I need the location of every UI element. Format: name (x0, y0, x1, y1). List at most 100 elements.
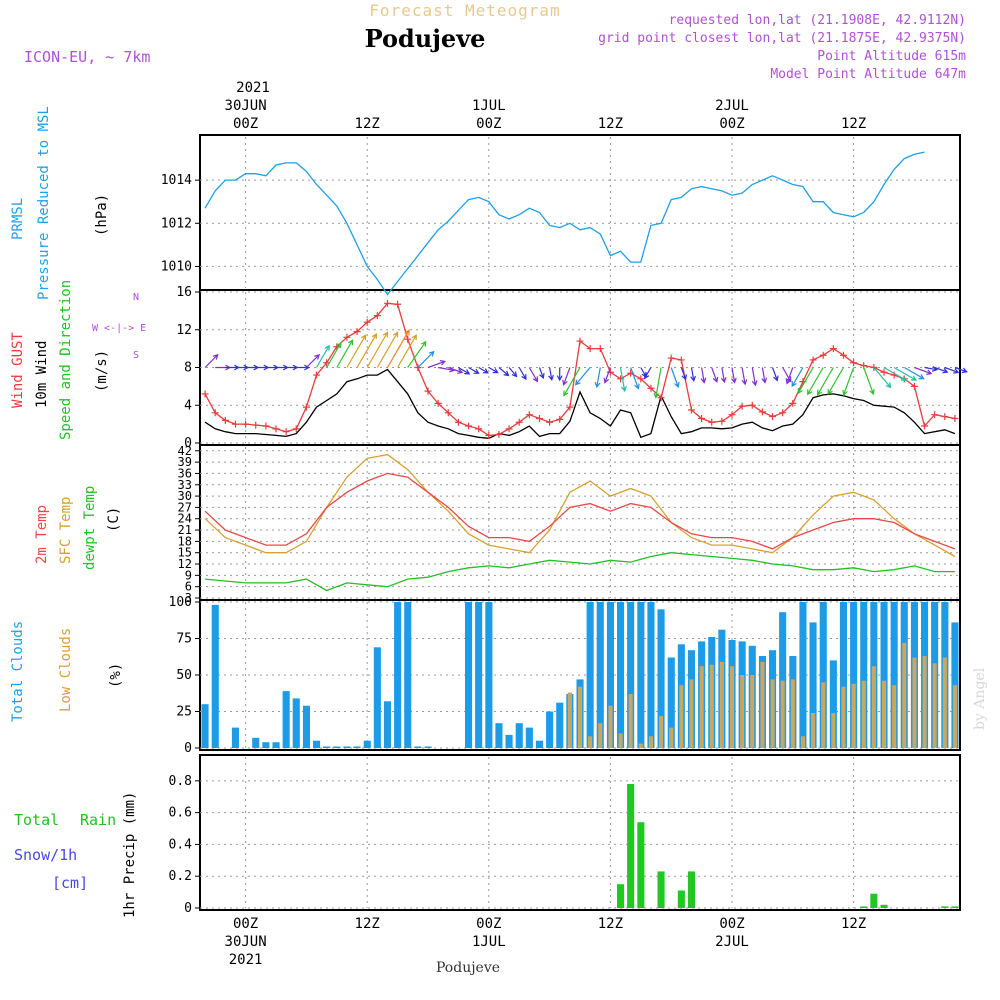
low-clouds-bar (871, 666, 876, 748)
top-axis-hour: 12Z (598, 116, 623, 132)
low-clouds-bar (790, 679, 795, 748)
ytick-label-wind: 4 (184, 398, 192, 413)
wind-arrow (488, 366, 499, 374)
precip-bar (617, 884, 625, 908)
ytick-label-temp: 30 (178, 489, 192, 503)
wind-gust-point (789, 399, 797, 407)
wind-arrow (407, 340, 427, 368)
wind-gust-point (596, 345, 604, 353)
total-clouds-bar (799, 602, 807, 748)
wind-gust-point (769, 413, 777, 421)
low-clouds-bar (760, 661, 765, 748)
wind-gust-point (535, 414, 543, 422)
wind-arrow (336, 339, 354, 368)
wind-arrow (458, 366, 471, 375)
low-clouds-bar (902, 642, 907, 748)
low-clouds-bar (952, 685, 957, 748)
low-clouds-bar (659, 715, 664, 748)
wind-arrow (594, 367, 601, 389)
low-clouds-bar (912, 657, 917, 748)
wind-gust-point (252, 421, 260, 429)
wind-gust-point (292, 425, 300, 433)
low-clouds-bar (861, 680, 866, 748)
low-clouds-bar (811, 713, 816, 748)
precip-total-label: Total (14, 811, 59, 829)
bottom-axis-date: 2JUL (715, 934, 749, 950)
ytick-label-temp: 3 (185, 591, 192, 605)
temp-dew-label: dewpt Temp (82, 486, 98, 570)
low-clouds-bar (608, 705, 613, 748)
low-clouds-bar (730, 666, 735, 748)
wind-gust-point (576, 337, 584, 345)
wind-arrow (883, 366, 908, 381)
wind-gust-point (586, 345, 594, 353)
total-clouds-bar (495, 723, 503, 748)
low-clouds-bar (851, 683, 856, 748)
precip-bar (677, 890, 685, 908)
wind-arrow (326, 341, 342, 368)
wind-arrow (448, 366, 464, 374)
ytick-label-precip: 0.6 (169, 806, 192, 821)
wind-gust-point (424, 387, 432, 395)
total-clouds-bar (850, 602, 858, 748)
wind-gust-point (850, 359, 858, 367)
ytick-label-wind: 8 (184, 361, 192, 376)
wind-gust-point (758, 408, 766, 416)
low-clouds-bar (892, 685, 897, 748)
precip-bar (870, 893, 878, 908)
wind-arrow (711, 367, 719, 383)
precip-cm-label: [cm] (52, 874, 88, 892)
total-clouds-bar (373, 647, 381, 748)
credit-watermark: by Angel (972, 667, 988, 730)
low-clouds-bar (770, 679, 775, 748)
total-clouds-bar (637, 602, 645, 748)
top-axis-date: 2JUL (715, 98, 749, 114)
precip-labels: Total Rain Snow/1h [cm] 1hr Precip (mm) (14, 792, 138, 918)
ytick-label-precip: 0 (184, 901, 192, 916)
bottom-time-axis: 00Z 30JUN 2021 12Z 00Z 1JUL 12Z 00Z 2JUL 12Z (225, 916, 867, 968)
total-clouds-bar (627, 602, 635, 748)
wind-arrow (700, 367, 707, 384)
top-time-axis: 2021 30JUN 00Z 12Z 1JUL 00Z 12Z 2JUL 00Z 12Z (225, 80, 867, 132)
wind-gust-point (353, 328, 361, 336)
wind-arrow (863, 367, 875, 396)
wind-gust-point (687, 406, 695, 414)
wind-gust-point (880, 368, 888, 376)
total-clouds-bar (535, 740, 543, 748)
model-label: ICON-EU, ~ 7km (24, 48, 150, 66)
wind-arrow (286, 364, 299, 371)
top-axis-hour: 00Z (476, 116, 501, 132)
wind-gust-point (272, 425, 280, 433)
precip-bar (860, 906, 868, 908)
wind-arrow (603, 367, 611, 384)
bottom-axis-hour: 00Z (233, 916, 258, 932)
wind-arrow (468, 366, 480, 374)
wind-speed-line (204, 368, 956, 439)
low-clouds-bar (628, 694, 633, 748)
precip-bar (637, 822, 645, 908)
low-clouds-bar (578, 686, 583, 748)
wind-arrow (954, 366, 968, 374)
top-axis-year: 2021 (236, 80, 270, 96)
ytick-label-temp: 33 (178, 478, 192, 492)
ytick-label-clouds: 25 (176, 705, 192, 720)
total-clouds-bar (262, 742, 270, 748)
wind-arrow (574, 367, 591, 386)
total-clouds-bar (404, 602, 412, 748)
wind-gust-point (819, 351, 827, 359)
wind-arrow (376, 331, 399, 368)
wind-arrow (914, 366, 933, 375)
requested-coords: requested lon,lat (21.1908E, 42.9112N) (669, 13, 966, 28)
wind-gust-point (454, 418, 462, 426)
pressure-labels: PRMSL Pressure Reduced to MSL (hPa) (10, 106, 110, 300)
ytick-label-wind: 12 (176, 323, 192, 338)
top-axis-date: 30JUN (225, 98, 267, 114)
wind-gust-point (637, 375, 645, 383)
total-clouds-bar (596, 602, 604, 748)
meteogram-subtitle: Forecast Meteogram (369, 1, 560, 20)
wind-arrow (478, 366, 489, 374)
total-clouds-bar (667, 657, 675, 748)
low-clouds-bar (932, 663, 937, 748)
wind-gust-point (941, 413, 949, 421)
